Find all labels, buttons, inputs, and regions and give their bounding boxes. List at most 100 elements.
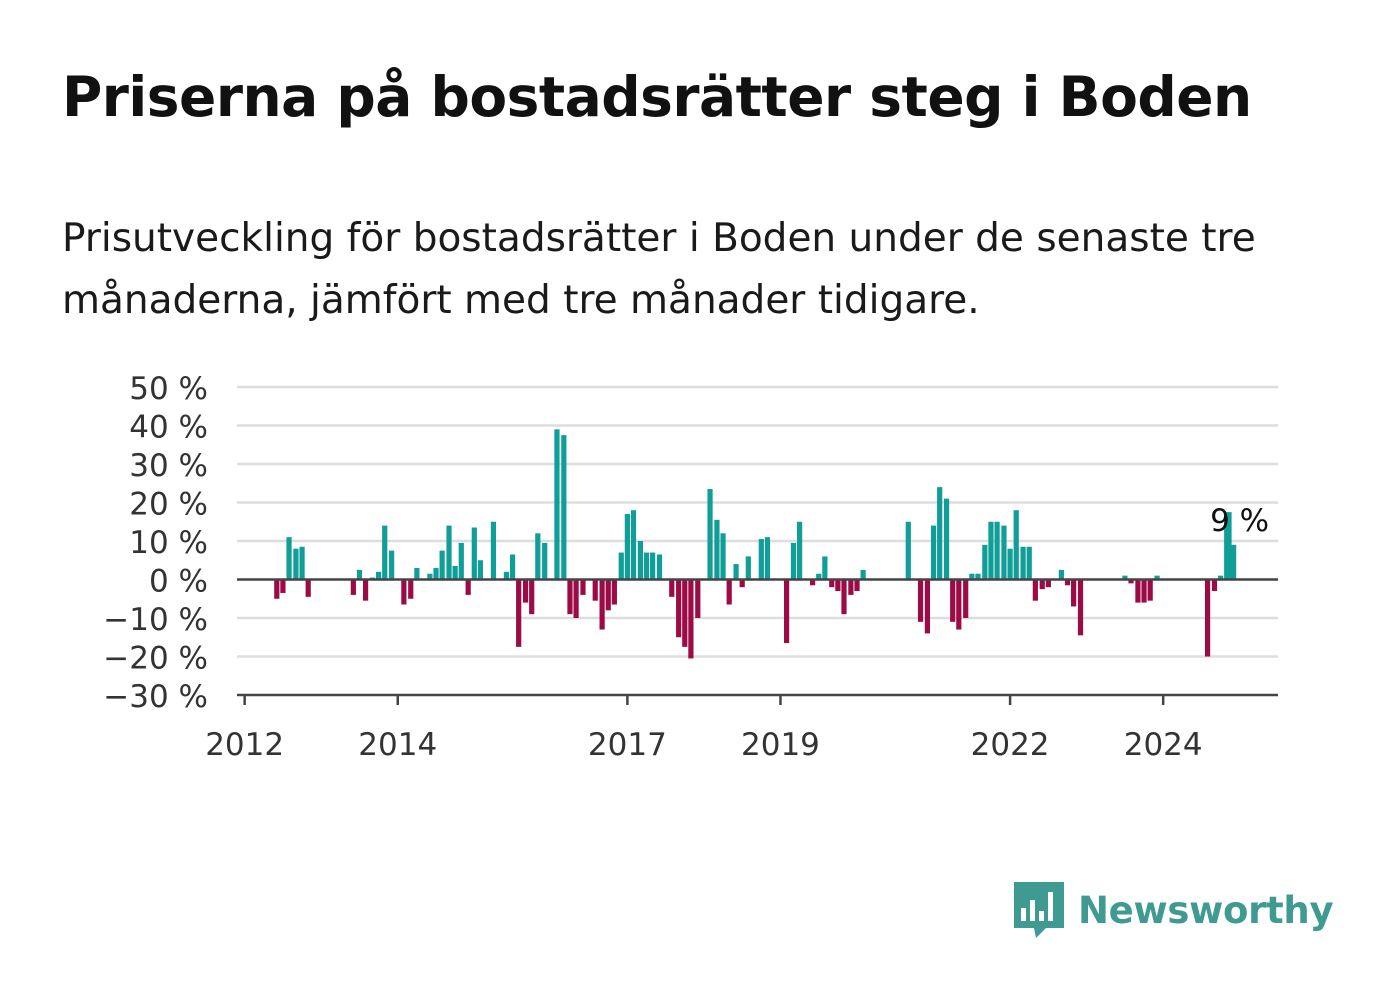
- y-tick-label: 30 %: [129, 448, 208, 484]
- bar: [433, 567, 439, 580]
- bar: [1128, 579, 1134, 584]
- bar: [286, 537, 292, 580]
- bar: [605, 579, 611, 611]
- newsworthy-logo[interactable]: Newsworthy: [1012, 880, 1334, 940]
- x-tick-label: 2014: [358, 727, 437, 763]
- bar: [810, 579, 816, 586]
- bar: [376, 571, 382, 580]
- bar: [682, 579, 688, 647]
- bar: [446, 525, 452, 580]
- bar: [509, 554, 516, 580]
- bar: [975, 573, 981, 580]
- bar: [522, 579, 529, 603]
- bar: [982, 544, 988, 580]
- bar: [1013, 510, 1019, 580]
- bar: [1211, 579, 1218, 592]
- bar: [758, 539, 764, 580]
- last-value-annotation: 9 %: [1210, 503, 1269, 539]
- bar: [427, 573, 433, 580]
- bar: [573, 579, 579, 618]
- x-tick-label: 2017: [588, 727, 667, 763]
- grid-lines: [237, 385, 1278, 658]
- bar: [1045, 579, 1051, 588]
- axes: [237, 578, 1278, 705]
- bar: [274, 579, 280, 599]
- bar: [956, 579, 962, 630]
- bar: [465, 579, 471, 595]
- bar: [567, 579, 573, 615]
- bar: [408, 579, 414, 599]
- bar: [1141, 579, 1147, 603]
- bar: [669, 579, 675, 597]
- bar: [401, 579, 407, 605]
- x-tick-label: 2024: [1124, 727, 1203, 763]
- bar: [624, 514, 630, 580]
- bar: [707, 489, 713, 580]
- y-tick-label: 10 %: [129, 525, 208, 561]
- bar: [745, 556, 751, 580]
- bar: [720, 533, 726, 580]
- bar: [969, 573, 975, 580]
- bar: [1007, 548, 1013, 580]
- bar: [516, 579, 522, 647]
- bar: [764, 537, 771, 580]
- bar: [950, 579, 956, 622]
- y-tick-label: −10 %: [103, 602, 208, 638]
- bar: [739, 579, 745, 588]
- chart-title: Priserna på bostadsrätter steg i Boden: [62, 65, 1252, 129]
- bar: [1135, 579, 1141, 603]
- bar: [389, 550, 395, 580]
- bar: [1058, 569, 1064, 580]
- bar: [848, 579, 854, 595]
- bar: [1226, 512, 1232, 580]
- bar: [362, 579, 369, 601]
- bar: [841, 579, 847, 615]
- bar: [688, 579, 694, 659]
- bar: [695, 579, 701, 618]
- bar: [611, 579, 617, 605]
- bar: [714, 519, 720, 580]
- bar: [1217, 575, 1224, 580]
- bar: [637, 541, 643, 580]
- bar: [439, 550, 445, 580]
- bar: [733, 564, 739, 580]
- bar: [382, 525, 388, 580]
- brand-name: Newsworthy: [1078, 888, 1334, 932]
- bar: [1032, 579, 1038, 601]
- bar: [542, 542, 548, 580]
- chart-subtitle: Prisutveckling för bostadsrätter i Boden…: [62, 216, 1256, 323]
- bar: [643, 552, 650, 580]
- x-tick-label: 2012: [205, 727, 284, 763]
- bar: [1204, 579, 1211, 657]
- y-tick-label: 20 %: [129, 487, 208, 523]
- y-tick-label: −20 %: [103, 641, 208, 677]
- bar: [1020, 546, 1026, 580]
- bar: [783, 579, 790, 644]
- bar: [350, 579, 356, 595]
- bar: [917, 579, 924, 622]
- bar: [676, 579, 682, 638]
- bar: [854, 579, 860, 592]
- bar: [1154, 575, 1160, 580]
- bar: [490, 521, 497, 580]
- bar: [1231, 544, 1237, 580]
- bar: [1001, 525, 1007, 580]
- bar: [860, 569, 866, 580]
- bar: [554, 429, 560, 580]
- bar: [452, 566, 458, 580]
- bar: [599, 579, 605, 630]
- bar: [293, 548, 299, 580]
- bar: [529, 579, 535, 615]
- y-tick-label: 50 %: [129, 371, 208, 407]
- bar: [471, 527, 477, 580]
- bar: [1071, 579, 1077, 607]
- bar: [1122, 575, 1128, 580]
- bar: [822, 556, 828, 580]
- bar: [535, 533, 541, 580]
- bar-chart-speech-bubble-icon: [1014, 882, 1064, 938]
- x-tick-label: 2022: [971, 727, 1050, 763]
- bar: [726, 579, 732, 605]
- y-tick-label: 0 %: [149, 564, 208, 600]
- bar: [1026, 546, 1032, 580]
